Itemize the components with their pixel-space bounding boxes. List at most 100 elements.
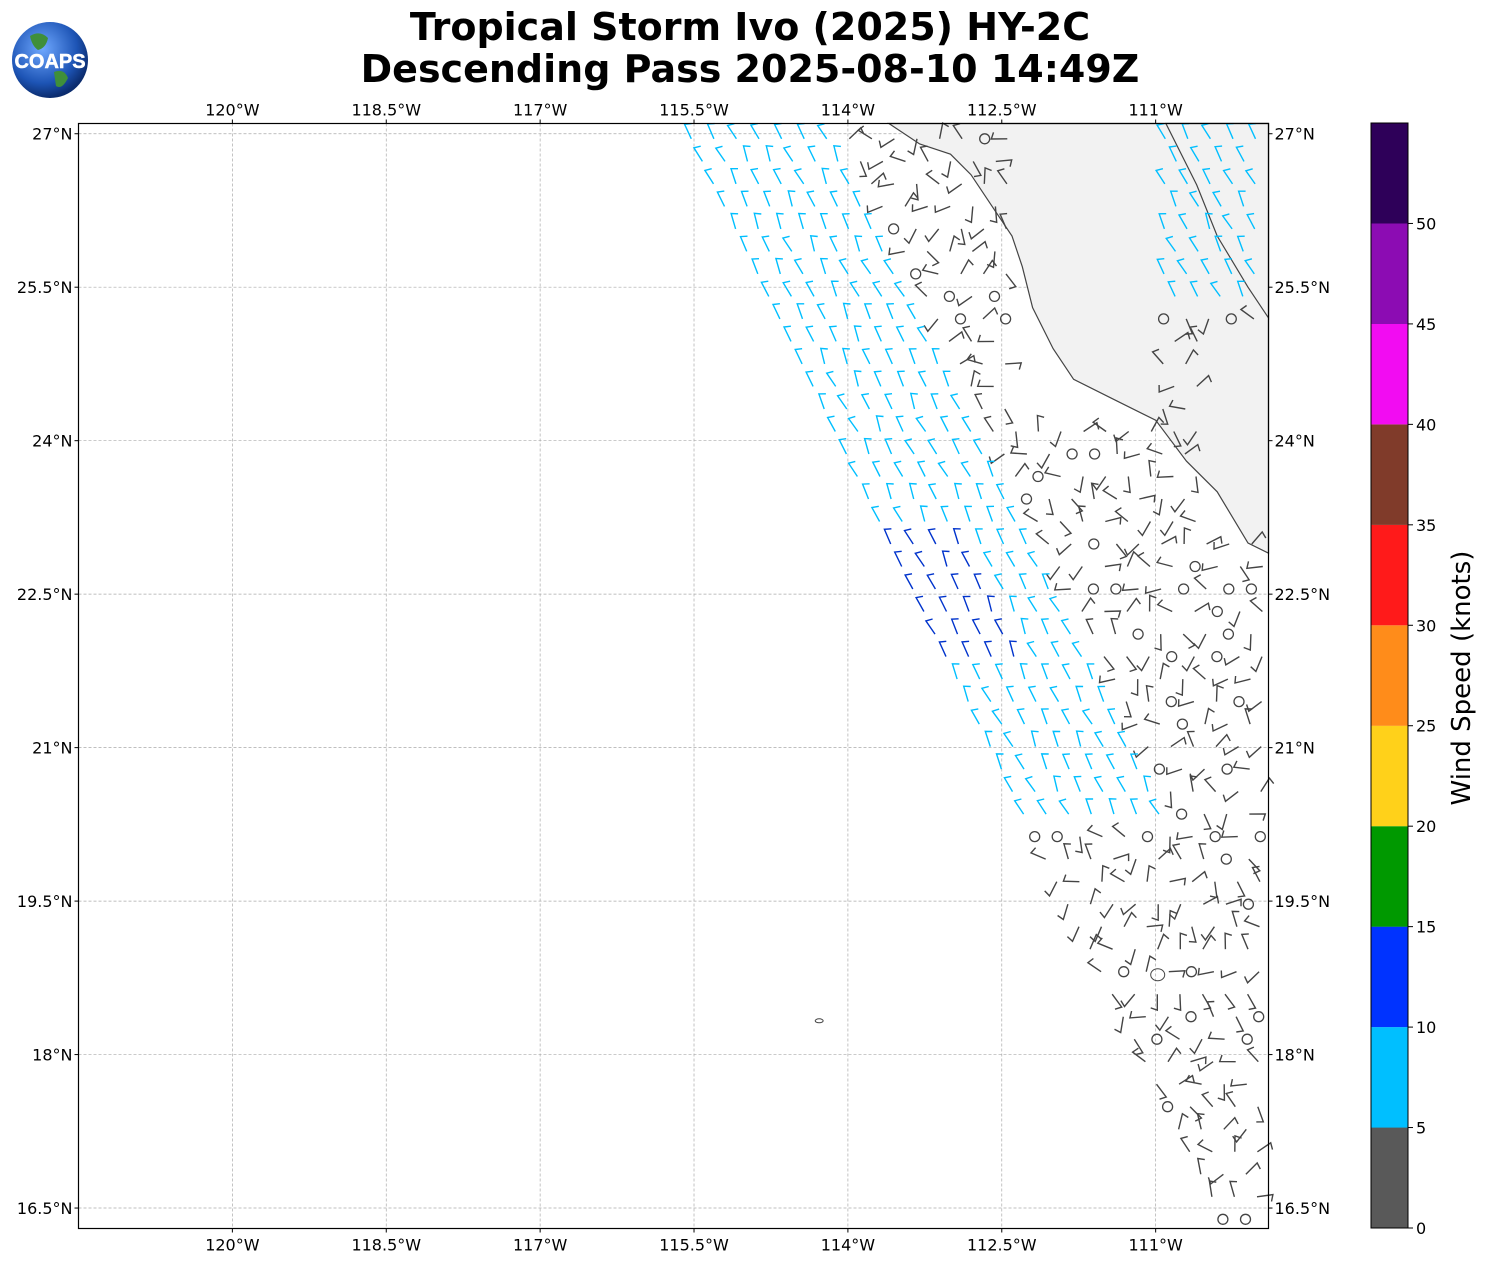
wind-barb [1148, 459, 1157, 477]
wind-barb [957, 228, 966, 246]
wind-barb [1161, 535, 1178, 545]
wind-barb [1189, 768, 1205, 782]
wind-barb [1093, 730, 1104, 747]
wind-barb [774, 257, 783, 275]
calm-wind-circle [1221, 763, 1233, 775]
wind-barb [794, 348, 803, 365]
wind-barb [1113, 853, 1130, 862]
wind-barb [919, 505, 928, 522]
wind-barb [1123, 476, 1131, 494]
wind-barb [1132, 746, 1149, 759]
wind-barb [829, 235, 838, 252]
wind-barb [805, 280, 815, 297]
lon-tick-label-bottom: 118.5°W [351, 1236, 421, 1255]
lon-tick-label-bottom: 114°W [821, 1236, 876, 1255]
calm-wind-circle [1189, 560, 1201, 573]
wind-barb [1236, 280, 1245, 297]
wind-barb [1055, 543, 1072, 556]
wind-barb [1192, 664, 1206, 680]
wind-barb [1213, 541, 1230, 550]
wind-barb [1124, 949, 1136, 966]
wind-barb [1040, 708, 1049, 725]
wind-barb [1045, 498, 1054, 516]
wind-barb [1115, 543, 1128, 560]
wind-barb [1133, 1038, 1144, 1056]
wind-barb [948, 330, 965, 342]
wind-barb [1250, 656, 1263, 673]
island [814, 1018, 824, 1024]
wind-barb [908, 482, 917, 500]
wind-barb [971, 618, 981, 635]
wind-barb [1204, 212, 1213, 230]
wind-barb [1086, 824, 1103, 838]
wind-barb [1189, 1038, 1203, 1055]
wind-barb [1084, 843, 1093, 860]
wind-barb [1197, 1061, 1214, 1072]
calm-wind-circle [1211, 605, 1223, 618]
lon-tick-label-top: 118.5°W [351, 101, 421, 120]
calm-wind-circle [1245, 583, 1258, 595]
wind-barb [878, 138, 895, 149]
wind-barb [885, 303, 894, 320]
wind-barb [1106, 708, 1116, 725]
wind-barb [1186, 730, 1195, 747]
wind-barb [1245, 561, 1263, 570]
wind-barb [1099, 903, 1114, 919]
wind-barb [1170, 736, 1187, 748]
wind-barb [904, 191, 919, 207]
calm-wind-circle [1253, 1011, 1265, 1023]
wind-barb [1234, 1134, 1242, 1152]
wind-barb [1006, 505, 1016, 522]
wind-barb [1256, 1106, 1265, 1123]
wind-barb [854, 235, 863, 252]
wind-barb [1183, 527, 1192, 545]
calm-wind-circle [1211, 650, 1223, 663]
wind-barb [1202, 934, 1217, 950]
wind-barb [819, 213, 828, 230]
wind-barb [1173, 431, 1182, 448]
wind-barb [1239, 304, 1255, 320]
wind-barb [1136, 656, 1150, 672]
colorbar-frame [1370, 122, 1409, 1229]
wind-barb [1035, 529, 1050, 545]
wind-barb [793, 168, 805, 185]
wind-barb [1190, 1056, 1207, 1065]
wind-barb [952, 123, 963, 140]
wind-barb [1164, 1025, 1180, 1040]
wind-barb [1222, 168, 1234, 185]
wind-barb [1073, 476, 1084, 494]
wind-barb [889, 150, 906, 163]
wind-barb [750, 167, 760, 185]
wind-barb [1206, 1000, 1215, 1017]
wind-barb [760, 280, 770, 297]
wind-barb [1257, 1141, 1274, 1153]
wind-barb [1089, 887, 1102, 905]
wind-barb [830, 280, 839, 297]
wind-barb [968, 228, 985, 240]
calm-wind-circle [1088, 448, 1101, 460]
wind-barb [956, 295, 973, 307]
wind-barb [893, 280, 905, 297]
wind-barb [1086, 957, 1102, 973]
wind-barb [821, 167, 830, 185]
wind-barb [927, 483, 937, 500]
wind-barb [1114, 1016, 1124, 1034]
wind-barb [977, 334, 995, 343]
wind-barb [1123, 701, 1132, 718]
wind-barb [1189, 1106, 1203, 1122]
wind-barb [984, 730, 993, 747]
calm-wind-circle [1088, 538, 1100, 550]
wind-barb [915, 415, 927, 432]
wind-barb [939, 415, 949, 432]
wind-barb [1121, 583, 1139, 592]
wind-barb [775, 212, 784, 230]
wind-barb [904, 573, 914, 590]
wind-barb [1029, 847, 1046, 860]
wind-barb [863, 303, 872, 320]
wind-barb [1104, 610, 1122, 618]
wind-barb [988, 453, 1005, 465]
wind-barb [986, 251, 996, 269]
wind-barb [1040, 753, 1049, 770]
colorbar-tick-label: 20 [1416, 817, 1436, 836]
wind-barb [995, 753, 1004, 770]
